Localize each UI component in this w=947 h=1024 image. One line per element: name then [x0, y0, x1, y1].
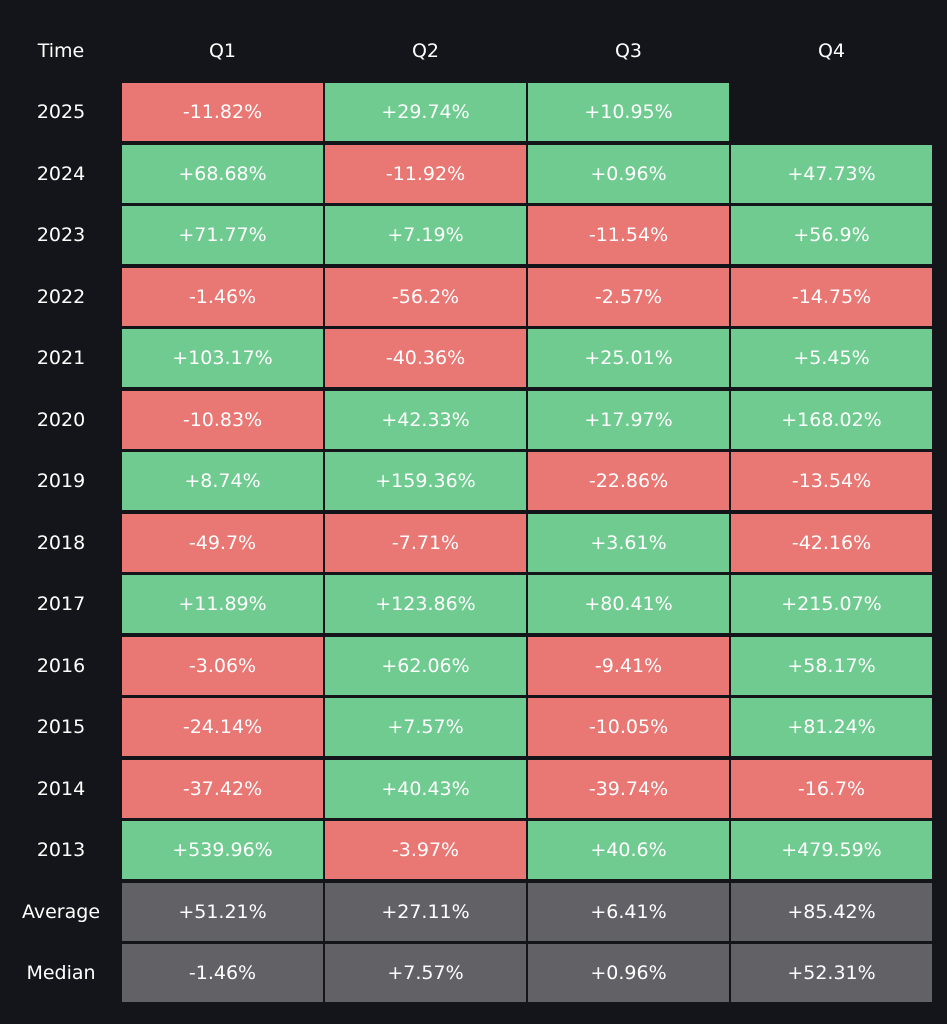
column-header-q2: Q2	[411, 40, 440, 62]
row-label: Average	[21, 901, 101, 923]
heatmap-cell: +25.01%	[528, 329, 729, 387]
heatmap-cell: -22.86%	[528, 452, 729, 510]
summary-cell: -1.46%	[122, 944, 323, 1002]
row-label: 2017	[36, 593, 86, 615]
heatmap-cell: -16.7%	[731, 760, 932, 818]
heatmap-cell: +103.17%	[122, 329, 323, 387]
row-label: Median	[26, 962, 96, 984]
column-header-q3: Q3	[614, 40, 643, 62]
heatmap-cell: +10.95%	[528, 83, 729, 141]
heatmap-cell: -2.57%	[528, 268, 729, 326]
heatmap-cell: -7.71%	[325, 514, 526, 572]
heatmap-cell: +29.74%	[325, 83, 526, 141]
heatmap-cell: +215.07%	[731, 575, 932, 633]
heatmap-cell: -3.97%	[325, 821, 526, 879]
heatmap-cell: -3.06%	[122, 637, 323, 695]
heatmap-cell: +62.06%	[325, 637, 526, 695]
row-label: 2014	[36, 778, 86, 800]
heatmap-cell: -40.36%	[325, 329, 526, 387]
heatmap-cell: +80.41%	[528, 575, 729, 633]
heatmap-cell: +71.77%	[122, 206, 323, 264]
summary-cell: +7.57%	[325, 944, 526, 1002]
summary-cell: +0.96%	[528, 944, 729, 1002]
row-label: 2021	[36, 347, 86, 369]
row-label: 2015	[36, 716, 86, 738]
heatmap-cell: -56.2%	[325, 268, 526, 326]
row-label: 2016	[36, 655, 86, 677]
heatmap-cell: -11.92%	[325, 145, 526, 203]
heatmap-cell: +11.89%	[122, 575, 323, 633]
heatmap-cell: +56.9%	[731, 206, 932, 264]
row-label: 2023	[36, 224, 86, 246]
heatmap-cell: +8.74%	[122, 452, 323, 510]
heatmap-cell: +159.36%	[325, 452, 526, 510]
row-label: 2025	[36, 101, 86, 123]
heatmap-cell: +539.96%	[122, 821, 323, 879]
heatmap-cell: +479.59%	[731, 821, 932, 879]
heatmap-cell: +3.61%	[528, 514, 729, 572]
heatmap-cell: -10.05%	[528, 698, 729, 756]
heatmap-cell: -9.41%	[528, 637, 729, 695]
heatmap-cell: -49.7%	[122, 514, 323, 572]
heatmap-cell: -11.82%	[122, 83, 323, 141]
heatmap-cell: +7.19%	[325, 206, 526, 264]
heatmap-cell: -1.46%	[122, 268, 323, 326]
heatmap-cell: -39.74%	[528, 760, 729, 818]
column-header-q4: Q4	[817, 40, 846, 62]
heatmap-cell: +123.86%	[325, 575, 526, 633]
row-label: 2019	[36, 470, 86, 492]
heatmap-cell: +68.68%	[122, 145, 323, 203]
summary-cell: +85.42%	[731, 883, 932, 941]
heatmap-cell: +40.43%	[325, 760, 526, 818]
heatmap-cell: -13.54%	[731, 452, 932, 510]
summary-cell: +51.21%	[122, 883, 323, 941]
column-header-q1: Q1	[208, 40, 237, 62]
heatmap-cell: +42.33%	[325, 391, 526, 449]
heatmap-cell: +0.96%	[528, 145, 729, 203]
heatmap-cell: -14.75%	[731, 268, 932, 326]
heatmap-cell: -10.83%	[122, 391, 323, 449]
row-label: 2018	[36, 532, 86, 554]
summary-cell: +52.31%	[731, 944, 932, 1002]
summary-cell: +27.11%	[325, 883, 526, 941]
heatmap-cell: +168.02%	[731, 391, 932, 449]
heatmap-cell: -24.14%	[122, 698, 323, 756]
row-label: 2013	[36, 839, 86, 861]
heatmap-cell: +17.97%	[528, 391, 729, 449]
heatmap-cell: +7.57%	[325, 698, 526, 756]
row-label: 2022	[36, 286, 86, 308]
summary-cell: +6.41%	[528, 883, 729, 941]
heatmap-cell: +5.45%	[731, 329, 932, 387]
heatmap-cell: +58.17%	[731, 637, 932, 695]
heatmap-cell: -11.54%	[528, 206, 729, 264]
row-header-label: Time	[37, 40, 85, 62]
row-label: 2024	[36, 163, 86, 185]
heatmap-cell: +81.24%	[731, 698, 932, 756]
heatmap-cell: -42.16%	[731, 514, 932, 572]
heatmap-cell: -37.42%	[122, 760, 323, 818]
heatmap-cell: +47.73%	[731, 145, 932, 203]
heatmap-cell: +40.6%	[528, 821, 729, 879]
row-label: 2020	[36, 409, 86, 431]
